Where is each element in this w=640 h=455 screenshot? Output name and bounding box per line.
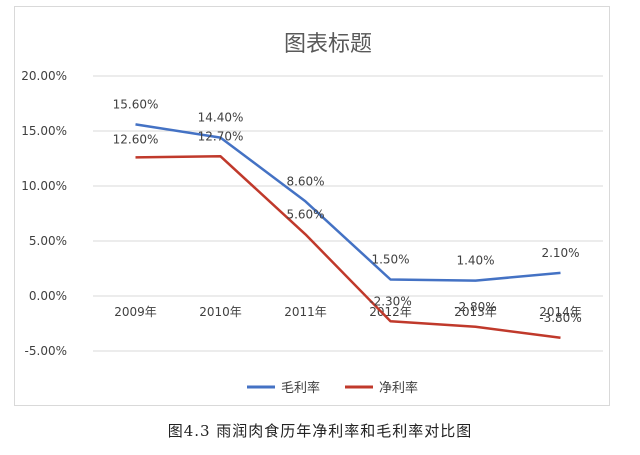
x-tick-label: 2014年 (539, 305, 582, 319)
line-chart: 图表标题 -5.00% 0.00% 5.00% 10.00% 15.00% 20.00% 20… (21, 32, 603, 396)
data-label: -3.80% (539, 311, 581, 325)
chart-title: 图表标题 (284, 32, 372, 57)
chart-frame: 图表标题 -5.00% 0.00% 5.00% 10.00% 15.00% 20.00% 20… (14, 6, 610, 406)
series-line (135, 123, 561, 282)
legend-label: 毛利率 (281, 380, 320, 396)
data-label: -2.80% (454, 300, 496, 314)
data-label: 12.60% (113, 132, 159, 146)
y-tick-label: 20.00% (21, 69, 67, 83)
series-line (135, 155, 561, 340)
data-label: -2.30% (369, 294, 411, 308)
legend-label: 净利率 (379, 380, 418, 396)
x-tick-label: 2011年 (284, 305, 327, 319)
data-label: 15.60% (113, 97, 159, 111)
y-tick-label: 5.00% (29, 234, 67, 248)
y-tick-label: 0.00% (29, 289, 67, 303)
y-tick-label: -5.00% (25, 344, 67, 358)
x-tick-label: 2009年 (114, 305, 157, 319)
x-tick-label: 2010年 (199, 305, 242, 319)
x-tick-label: 2012年 (369, 305, 412, 319)
figure-caption: 图4.3 雨润肉食历年净利率和毛利率对比图 (167, 422, 473, 440)
data-label: 2.10% (541, 246, 579, 260)
data-label: 8.60% (286, 174, 324, 188)
data-label: 12.70% (198, 129, 244, 143)
y-tick-label: 15.00% (21, 124, 67, 138)
data-label: 14.40% (198, 111, 244, 125)
data-label: 1.50% (371, 253, 409, 267)
data-label: 5.60% (286, 207, 324, 221)
data-label: 1.40% (456, 254, 494, 268)
y-tick-label: 10.00% (21, 179, 67, 193)
x-tick-label: 2013年 (454, 305, 497, 319)
